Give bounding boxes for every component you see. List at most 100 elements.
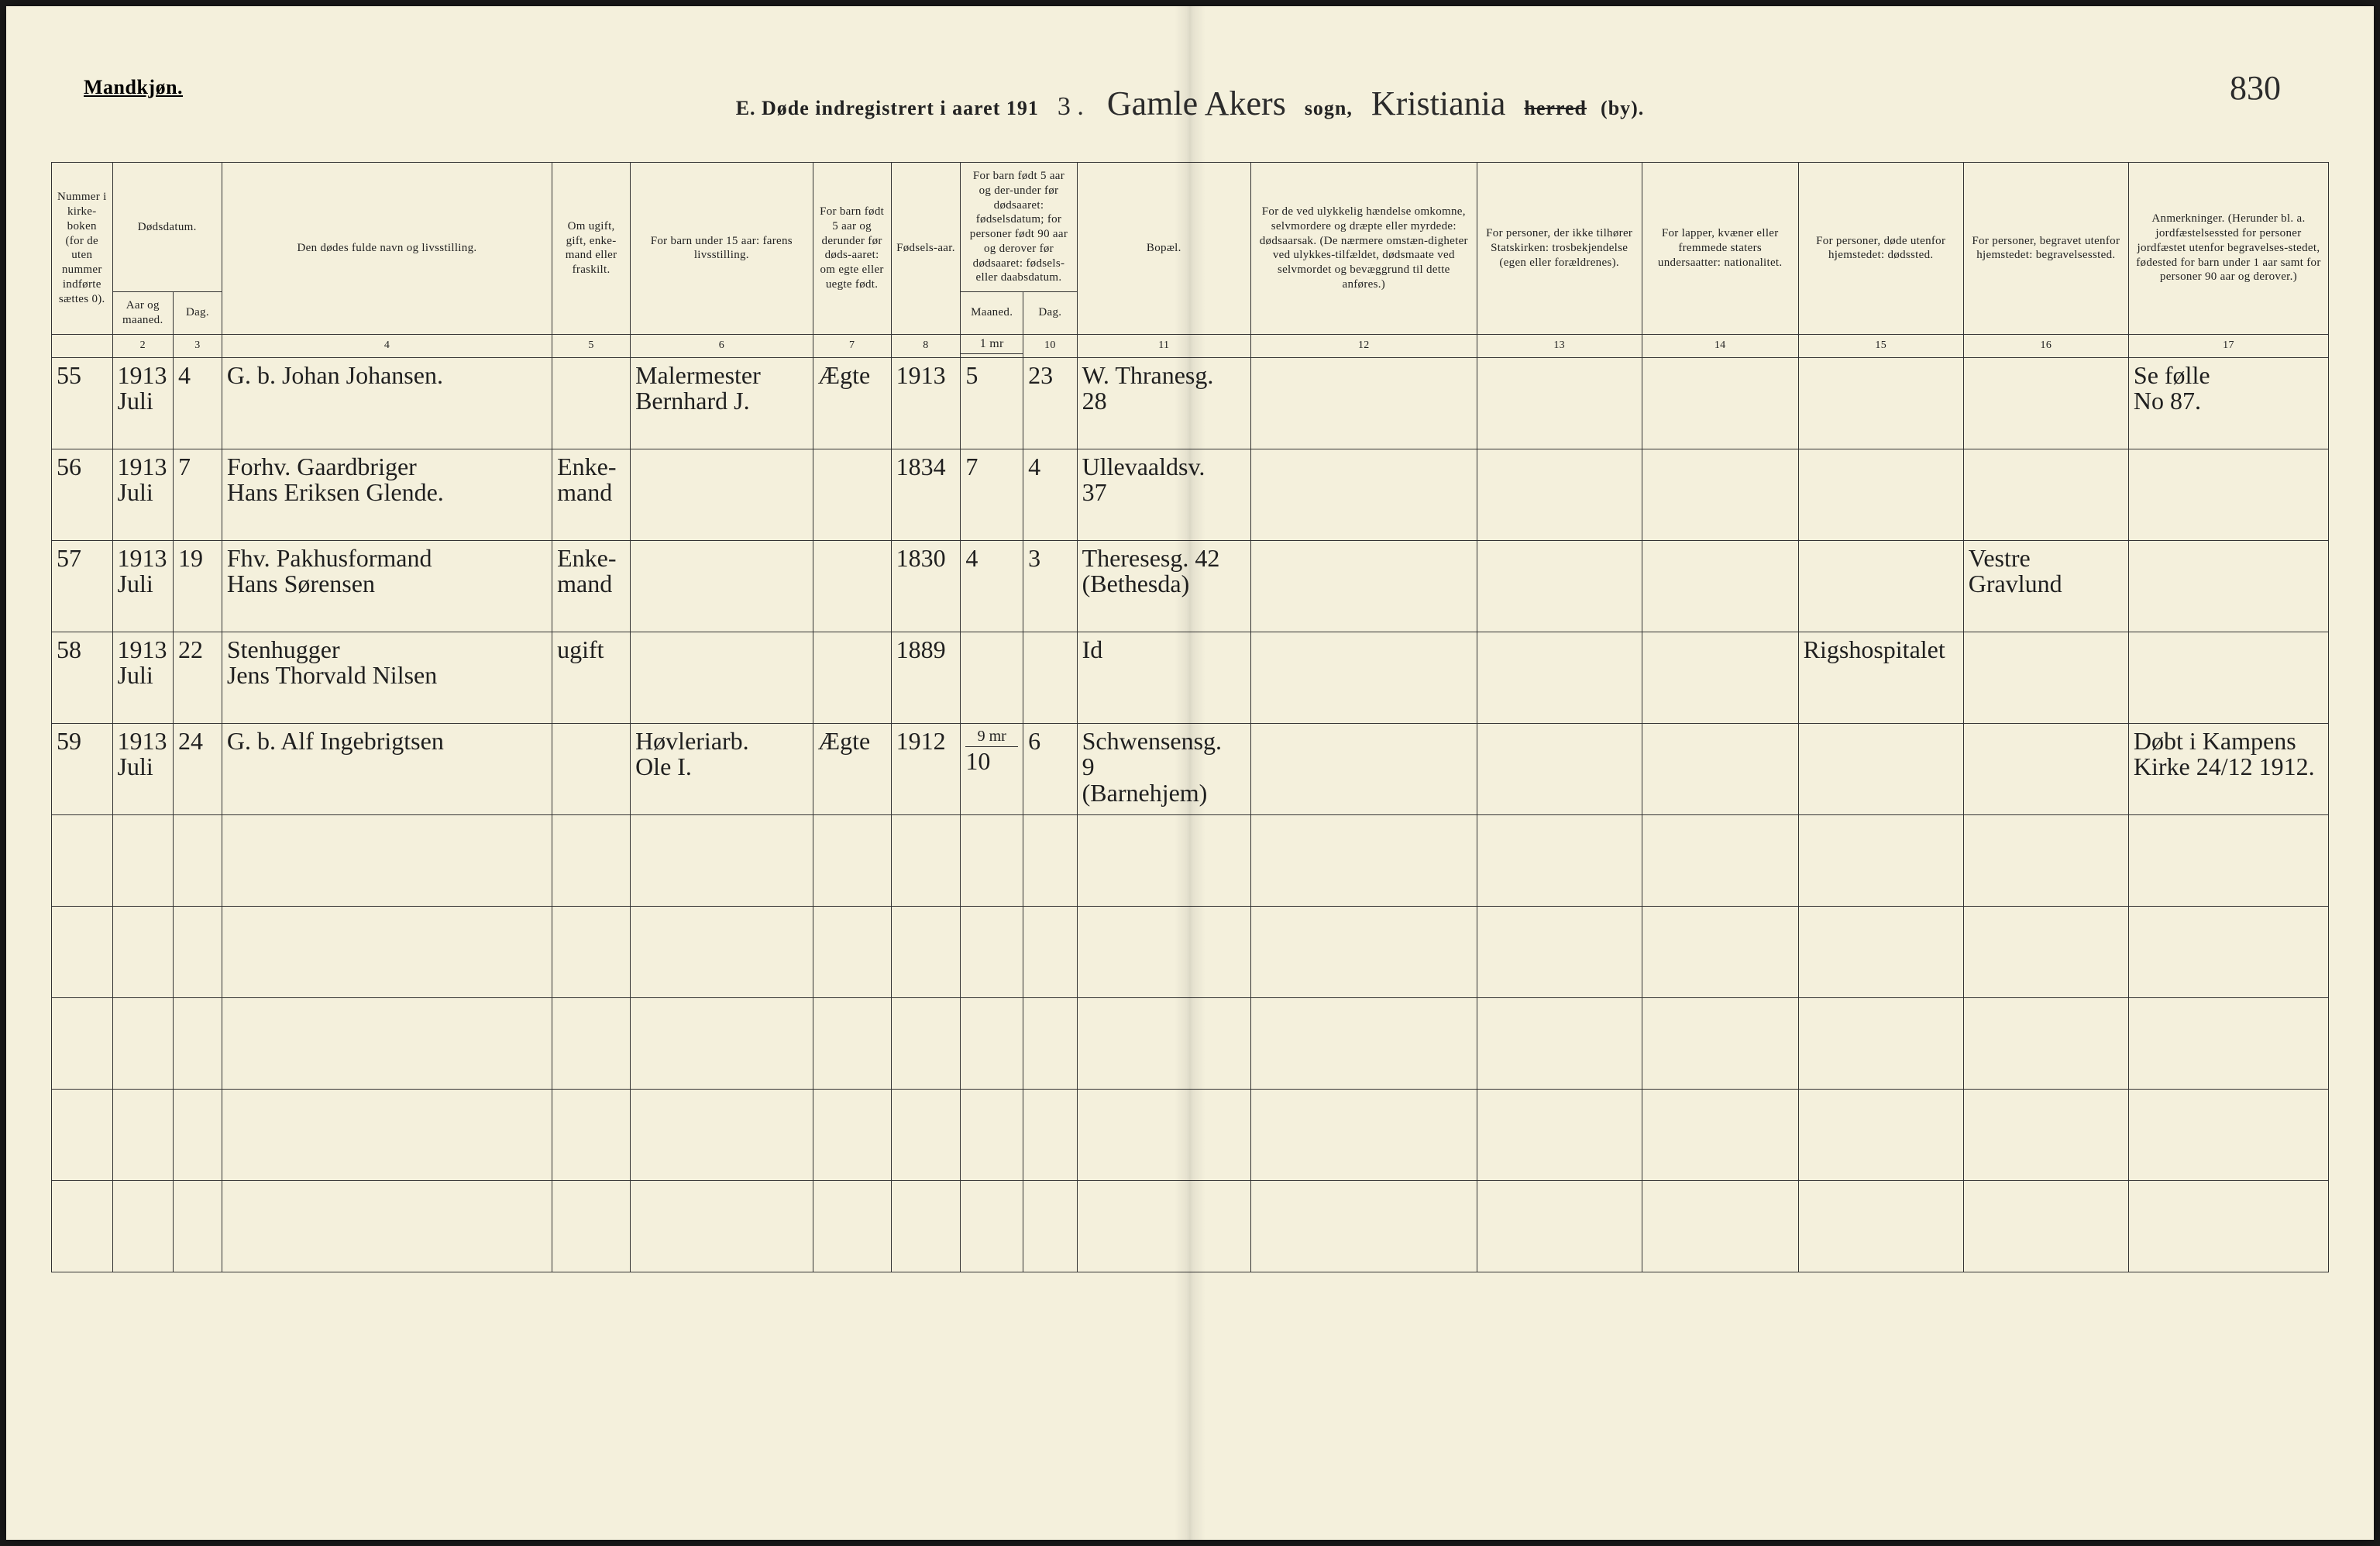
cell-empty bbox=[1077, 1089, 1250, 1180]
col-num: 15 bbox=[1798, 334, 1963, 357]
cell-empty bbox=[1798, 906, 1963, 997]
cell-empty bbox=[52, 1180, 113, 1272]
cell-empty bbox=[1642, 1180, 1798, 1272]
cell-empty bbox=[174, 1089, 222, 1180]
cell-empty bbox=[552, 1180, 631, 1272]
cell-empty bbox=[1250, 1089, 1477, 1180]
cell-status: Enke-mand bbox=[552, 449, 631, 540]
cell-residence: Ullevaaldsv.37 bbox=[1077, 449, 1250, 540]
cell-father: MalermesterBernhard J. bbox=[631, 357, 813, 449]
cell-empty bbox=[1250, 906, 1477, 997]
cell-name: StenhuggerJens Thorvald Nilsen bbox=[222, 632, 552, 723]
cell-empty bbox=[631, 814, 813, 906]
cell-status: Enke-mand bbox=[552, 540, 631, 632]
cell-nationality bbox=[1642, 723, 1798, 814]
cell-birthmonth-sup: 9 mr bbox=[965, 728, 1018, 747]
cell-birthday: 6 bbox=[1023, 723, 1078, 814]
cell-birthmonth: 7 bbox=[961, 449, 1023, 540]
cell-empty bbox=[1642, 906, 1798, 997]
table-row: 551913Juli4G. b. Johan Johansen.Malermes… bbox=[52, 357, 2329, 449]
sogn-name: Gamle Akers bbox=[1102, 84, 1291, 123]
col-header: For de ved ulykkelig hændelse omkomne, s… bbox=[1250, 163, 1477, 335]
table-row: 591913Juli24G. b. Alf IngebrigtsenHøvler… bbox=[52, 723, 2329, 814]
cell-empty bbox=[1023, 1089, 1078, 1180]
cell-empty bbox=[813, 1180, 891, 1272]
col-header: Om ugift, gift, enke-mand eller fraskilt… bbox=[552, 163, 631, 335]
cell-empty bbox=[961, 1180, 1023, 1272]
cell-number: 58 bbox=[52, 632, 113, 723]
cell-birthday bbox=[1023, 632, 1078, 723]
cell-birthyear: 1830 bbox=[891, 540, 961, 632]
cell-residence: Schwensensg.9(Barnehjem) bbox=[1077, 723, 1250, 814]
col-header-group: For barn født 5 aar og der-under før død… bbox=[961, 163, 1077, 292]
cell-empty bbox=[222, 906, 552, 997]
cell-nationality bbox=[1642, 357, 1798, 449]
cell-empty bbox=[631, 1180, 813, 1272]
register-page: Mandkjøn. 830 E. Døde indregistrert i aa… bbox=[6, 6, 2374, 1540]
col-header: For barn født 5 aar og derunder før døds… bbox=[813, 163, 891, 335]
cell-empty bbox=[222, 1180, 552, 1272]
cell-cause bbox=[1250, 357, 1477, 449]
cell-father: Høvleriarb.Ole I. bbox=[631, 723, 813, 814]
col-num: 1 mr bbox=[961, 334, 1023, 357]
table-row: 561913Juli7Forhv. GaardbrigerHans Erikse… bbox=[52, 449, 2329, 540]
cell-empty bbox=[1477, 1180, 1642, 1272]
cell-empty bbox=[1963, 997, 2128, 1089]
cell-status bbox=[552, 723, 631, 814]
cell-empty bbox=[112, 1089, 174, 1180]
cell-empty bbox=[112, 906, 174, 997]
cell-empty bbox=[174, 814, 222, 906]
cell-year-month: 1913Juli bbox=[112, 449, 174, 540]
col-header: Den dødes fulde navn og livsstilling. bbox=[222, 163, 552, 335]
cell-day: 19 bbox=[174, 540, 222, 632]
cell-legit: Ægte bbox=[813, 723, 891, 814]
cell-nationality bbox=[1642, 540, 1798, 632]
cell-empty bbox=[1023, 906, 1078, 997]
cell-empty bbox=[1250, 997, 1477, 1089]
cell-faith bbox=[1477, 540, 1642, 632]
cell-birthyear: 1913 bbox=[891, 357, 961, 449]
col-num: 4 bbox=[222, 334, 552, 357]
page-number: 830 bbox=[2230, 68, 2281, 108]
cell-empty bbox=[174, 906, 222, 997]
year-suffix: 3 . bbox=[1053, 92, 1089, 122]
col-header: Fødsels-aar. bbox=[891, 163, 961, 335]
column-number-row: 2 3 4 5 6 7 8 1 mr 10 11 12 13 14 15 bbox=[52, 334, 2329, 357]
cell-nationality bbox=[1642, 449, 1798, 540]
cell-burialplace bbox=[1963, 632, 2128, 723]
cell-empty bbox=[1798, 814, 1963, 906]
cell-empty bbox=[52, 1089, 113, 1180]
cell-empty bbox=[813, 814, 891, 906]
cell-empty bbox=[1798, 997, 1963, 1089]
cell-father bbox=[631, 540, 813, 632]
table-row-empty bbox=[52, 1089, 2329, 1180]
cell-empty bbox=[631, 906, 813, 997]
cell-empty bbox=[1963, 1089, 2128, 1180]
cell-empty bbox=[174, 1180, 222, 1272]
table-head: Nummer i kirke-boken (for de uten nummer… bbox=[52, 163, 2329, 358]
cell-cause bbox=[1250, 449, 1477, 540]
cell-empty bbox=[631, 997, 813, 1089]
cell-empty bbox=[552, 997, 631, 1089]
cell-faith bbox=[1477, 357, 1642, 449]
cell-empty bbox=[961, 814, 1023, 906]
cell-empty bbox=[813, 906, 891, 997]
cell-empty bbox=[2128, 1180, 2328, 1272]
cell-legit bbox=[813, 632, 891, 723]
cell-birthmonth: 5 bbox=[961, 357, 1023, 449]
cell-empty bbox=[1077, 906, 1250, 997]
cell-year-month: 1913Juli bbox=[112, 723, 174, 814]
cell-burialplace bbox=[1963, 449, 2128, 540]
page-header: E. Døde indregistrert i aaret 1913 . Gam… bbox=[37, 29, 2343, 92]
cell-empty bbox=[1250, 814, 1477, 906]
cell-empty bbox=[1477, 906, 1642, 997]
col-header: Nummer i kirke-boken (for de uten nummer… bbox=[52, 163, 113, 335]
col-subheader: Maaned. bbox=[961, 292, 1023, 335]
cell-notes bbox=[2128, 632, 2328, 723]
cell-birthyear: 1834 bbox=[891, 449, 961, 540]
cell-status: ugift bbox=[552, 632, 631, 723]
cell-year-month: 1913Juli bbox=[112, 357, 174, 449]
cell-birthyear: 1889 bbox=[891, 632, 961, 723]
col-num: 11 bbox=[1077, 334, 1250, 357]
cell-empty bbox=[52, 814, 113, 906]
